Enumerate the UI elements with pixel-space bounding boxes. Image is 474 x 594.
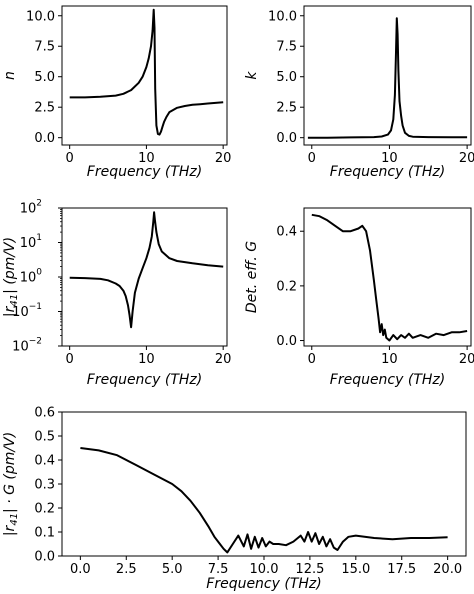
series-line-r41	[69, 211, 224, 329]
y-tick-label: 100	[20, 268, 43, 286]
x-tick-label: 10	[381, 352, 398, 367]
x-axis-label: Frequency (THz)	[87, 164, 202, 180]
x-axis-label: Frequency (THz)	[330, 164, 445, 180]
y-tick-label: 7.5	[34, 40, 55, 55]
y-tick-label: 102	[20, 199, 42, 217]
x-tick-label: 12.5	[295, 562, 324, 577]
y-tick-label: 101	[20, 233, 42, 251]
x-tick-label: 20.0	[433, 562, 462, 577]
series-line-G	[311, 213, 468, 342]
x-tick-label: 5.0	[162, 562, 183, 577]
x-tick-label: 20	[215, 151, 232, 166]
chart-r41G: 0.0 2.5 5.0 7.5 10.0 12.5 15.0 17.5 20.0 0.0 0.1 0.…	[2, 406, 467, 592]
x-axis-label: Frequency (THz)	[206, 576, 321, 592]
y-tick-label: 0.1	[34, 526, 55, 541]
y-tick-label: 0.0	[34, 550, 55, 565]
x-tick-label: 10.0	[250, 562, 279, 577]
x-tick-label: 20	[215, 352, 232, 367]
x-tick-label: 0.0	[70, 562, 91, 577]
x-tick-label: 7.5	[208, 562, 229, 577]
x-tick-label: 10	[381, 151, 398, 166]
y-tick-label: 0.4	[276, 225, 297, 240]
chart-r41: 0 10 20 10−2 10−1 100 101 102 Frequency (THz) |r4…	[2, 199, 231, 389]
chart-n: 0 10 20 0.0 2.5 5.0 7.5 10.0 Frequency (THz) n	[2, 5, 232, 180]
y-tick-label: 10−2	[12, 337, 42, 355]
series-line-k	[307, 17, 468, 139]
x-tick-label: 0	[308, 352, 316, 367]
chart-k: 0 10 20 0.0 2.5 5.0 7.5 10.0 Frequency (THz) k	[244, 5, 474, 180]
x-tick-label: 20	[459, 151, 474, 166]
plot-frame	[61, 207, 228, 347]
y-tick-label: 5.0	[34, 70, 55, 85]
y-tick-label: 0.6	[34, 406, 55, 421]
y-tick-label: 10.0	[268, 9, 297, 24]
y-axis-label: Det. eff. G	[244, 241, 260, 313]
y-axis-label: k	[244, 71, 260, 80]
series-line-n	[69, 8, 224, 136]
series-line-r41G	[80, 447, 448, 554]
y-tick-label: 0.0	[276, 334, 297, 349]
y-tick-label: 0.3	[34, 478, 55, 493]
plot-frame	[303, 207, 472, 347]
x-tick-label: 0	[308, 151, 316, 166]
plot-frame	[303, 5, 472, 146]
x-tick-label: 17.5	[387, 562, 416, 577]
x-tick-label: 15.0	[341, 562, 370, 577]
x-tick-label: 20	[459, 352, 474, 367]
plot-frame	[61, 5, 228, 146]
y-tick-label: 2.5	[276, 101, 297, 116]
y-tick-label: 0.4	[34, 454, 55, 469]
plot-frame	[61, 411, 467, 557]
x-tick-label: 10	[138, 352, 155, 367]
y-axis-label: n	[2, 71, 18, 80]
x-tick-label: 0	[66, 352, 74, 367]
y-tick-label: 0.0	[276, 131, 297, 146]
x-tick-label: 10	[138, 151, 155, 166]
chart-G: 0 10 20 0.0 0.2 0.4 Frequency (THz) Det. eff. G	[244, 207, 474, 388]
x-tick-label: 0	[66, 151, 74, 166]
y-tick-label: 10−1	[12, 302, 42, 320]
y-tick-label: 0.2	[276, 279, 297, 294]
x-tick-label: 2.5	[116, 562, 137, 577]
y-tick-label: 0.5	[34, 430, 55, 445]
y-tick-label: 2.5	[34, 101, 55, 116]
x-axis-label: Frequency (THz)	[87, 372, 202, 388]
y-axis-label: |r41| · G (pm/V)	[2, 432, 20, 536]
y-tick-label: 5.0	[276, 70, 297, 85]
y-tick-label: 7.5	[276, 40, 297, 55]
y-tick-label: 10.0	[26, 9, 55, 24]
y-axis-label: |r41| (pm/V)	[2, 237, 20, 317]
y-tick-label: 0.0	[34, 131, 55, 146]
y-tick-label: 0.2	[34, 502, 55, 517]
x-axis-label: Frequency (THz)	[330, 372, 445, 388]
